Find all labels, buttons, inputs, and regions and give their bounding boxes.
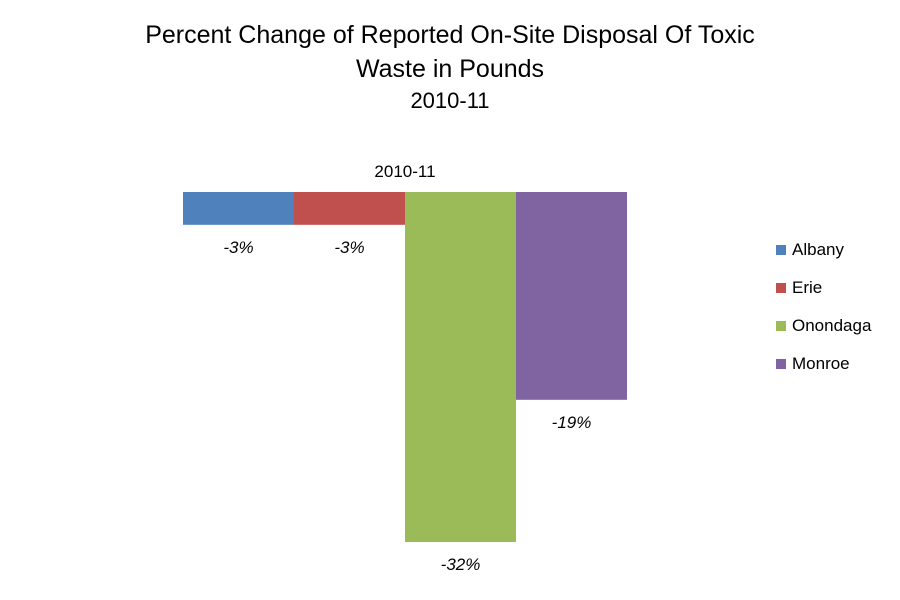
legend-item-erie: Erie: [776, 269, 871, 307]
legend-item-monroe: Monroe: [776, 345, 871, 383]
legend-swatch-albany: [776, 245, 786, 255]
legend-swatch-erie: [776, 283, 786, 293]
legend-label-onondaga: Onondaga: [792, 316, 872, 335]
legend-label-monroe: Monroe: [792, 354, 850, 373]
data-label-erie: -3%: [334, 238, 364, 257]
bar-onondaga: [405, 192, 516, 542]
data-label-monroe: -19%: [552, 413, 592, 432]
chart-title: Percent Change of Reported On-Site Dispo…: [0, 18, 900, 116]
data-label-onondaga: -32%: [441, 555, 481, 574]
category-label: 2010-11: [374, 162, 435, 181]
legend-item-albany: Albany: [776, 231, 871, 269]
legend-item-onondaga: Onondaga: [776, 307, 871, 345]
legend: Albany Erie Onondaga Monroe: [776, 231, 871, 383]
data-label-albany: -3%: [223, 238, 253, 257]
legend-label-albany: Albany: [792, 240, 844, 259]
bar-erie: [294, 192, 405, 225]
legend-swatch-monroe: [776, 359, 786, 369]
bar-monroe: [516, 192, 627, 400]
legend-label-erie: Erie: [792, 278, 823, 297]
legend-swatch-onondaga: [776, 321, 786, 331]
title-line-1: Percent Change of Reported On-Site Dispo…: [145, 21, 755, 49]
title-line-2: Waste in Pounds: [355, 55, 545, 83]
chart-subtitle: 2010-11: [410, 88, 490, 113]
bar-albany: [183, 192, 294, 225]
